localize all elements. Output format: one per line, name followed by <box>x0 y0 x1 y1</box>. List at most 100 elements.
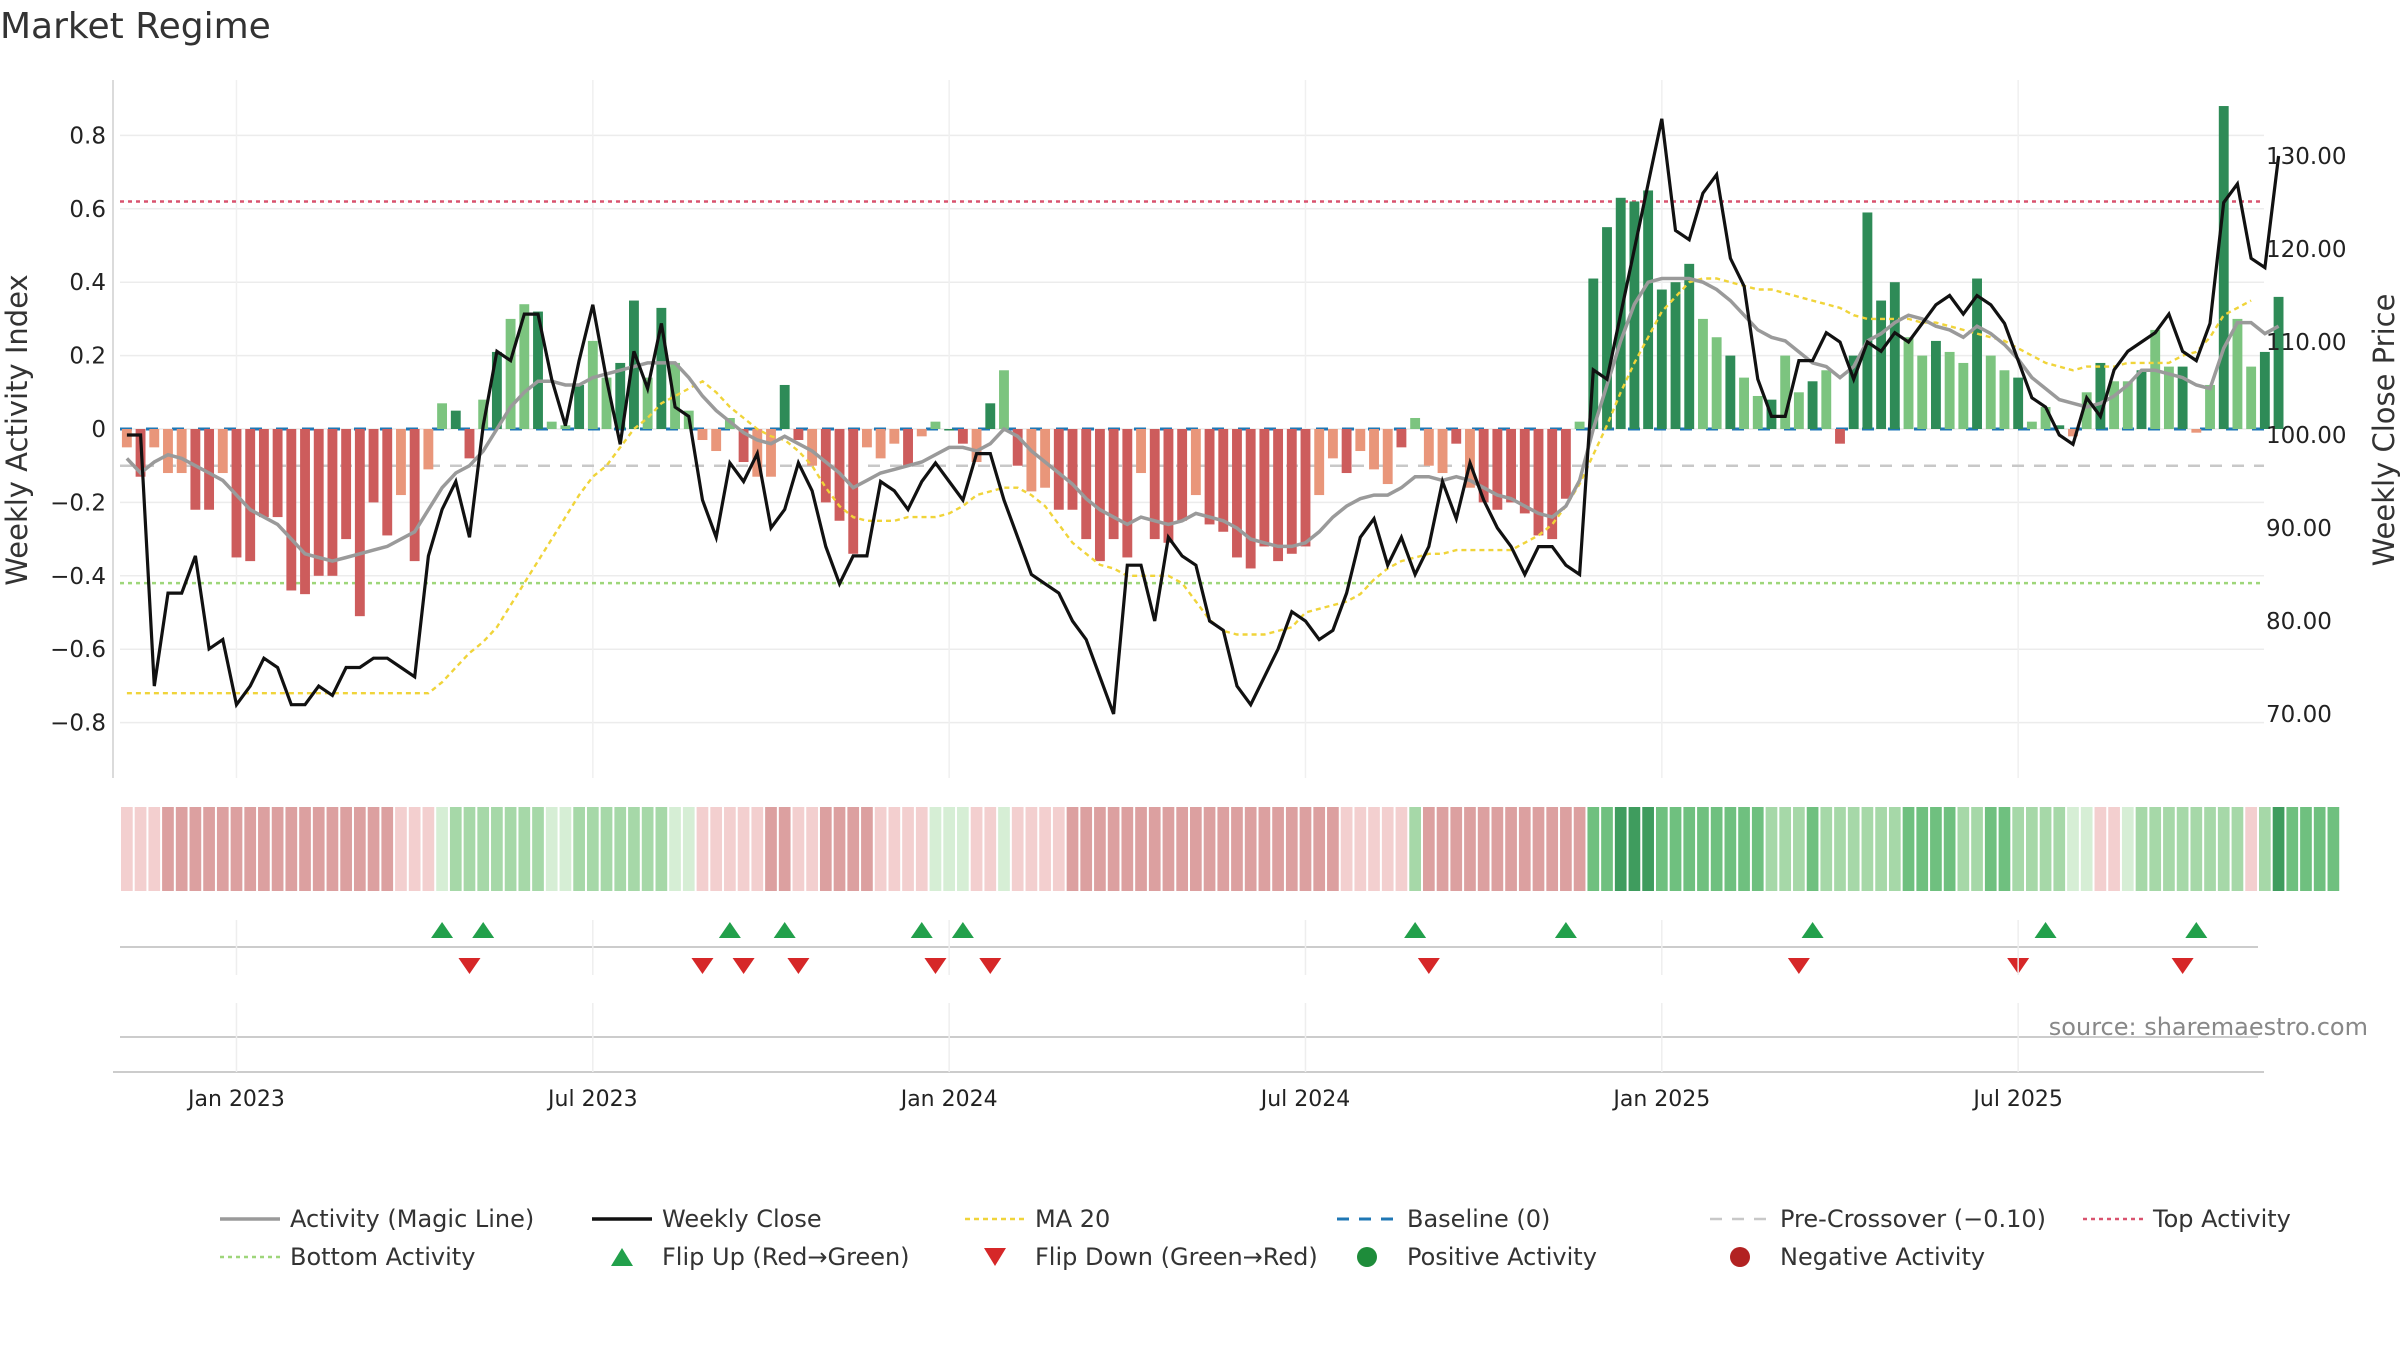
ribbon-cell <box>1998 807 2011 891</box>
legend-swatch <box>1730 1247 1750 1267</box>
ribbon-cell <box>1655 807 1668 891</box>
ribbon-cell <box>614 807 627 891</box>
legend-label: Weekly Close <box>662 1205 822 1233</box>
flip-down-marker <box>979 958 1002 974</box>
ribbon-cell <box>1505 807 1517 891</box>
activity-bar <box>670 362 680 429</box>
ribbon-cell <box>1313 807 1326 891</box>
activity-bar <box>2232 318 2243 429</box>
ribbon-cell <box>559 807 572 891</box>
ribbon-cell <box>861 807 873 891</box>
left-y-tick-label: 0.6 <box>69 197 106 223</box>
ribbon-cell <box>1039 807 1051 891</box>
ribbon-cell <box>449 807 462 891</box>
chart-title: Market Regime <box>0 6 271 47</box>
ribbon-cell <box>1943 807 1956 891</box>
activity-bar <box>957 429 968 444</box>
activity-bar <box>1314 429 1325 496</box>
activity-bar <box>1053 429 1064 510</box>
right-y-tick-label: 120.00 <box>2266 237 2346 263</box>
ribbon-cell <box>203 807 215 891</box>
ribbon-cell <box>874 807 887 891</box>
ribbon-cell <box>888 807 901 891</box>
activity-bar <box>779 384 790 429</box>
activity-bar <box>1958 362 1969 429</box>
ribbon-cell <box>1601 807 1613 891</box>
ribbon-cell <box>2327 807 2340 891</box>
activity-bar <box>1835 429 1845 444</box>
ribbon-cell <box>463 807 476 891</box>
activity-bar <box>1670 282 1681 429</box>
right-axis-title: Weekly Close Price <box>2367 294 2400 567</box>
legend-label: Positive Activity <box>1407 1243 1597 1271</box>
ribbon-cell <box>2286 807 2299 891</box>
ribbon-cell <box>1203 807 1216 891</box>
left-y-tick-label: −0.6 <box>50 637 106 663</box>
ribbon-cell <box>1464 807 1476 891</box>
activity-bar <box>861 429 872 448</box>
activity-bar <box>478 399 489 429</box>
ribbon-cell <box>696 807 709 891</box>
activity-bar <box>1259 429 1270 547</box>
activity-bar <box>711 429 722 452</box>
ribbon-cell <box>1368 807 1380 891</box>
activity-bar <box>656 307 667 429</box>
left-y-tick-label: 0.4 <box>69 270 106 296</box>
activity-bar <box>1355 429 1366 452</box>
ribbon-cell <box>2231 807 2244 891</box>
left-y-tick-label: −0.4 <box>50 564 106 590</box>
date-tick-label: Jul 2024 <box>1259 1087 1351 1112</box>
ribbon-cell <box>1217 807 1230 891</box>
bottom-empty-panel <box>113 1036 2264 1073</box>
regime-ribbon <box>121 807 2340 891</box>
ribbon-cell <box>1902 807 1915 891</box>
activity-bar <box>971 429 982 463</box>
ribbon-cell <box>943 807 956 891</box>
ribbon-cell <box>1628 807 1641 891</box>
ribbon-cell <box>1244 807 1257 891</box>
activity-bar <box>546 421 557 429</box>
activity-bar <box>999 370 1009 429</box>
flip-down-marker <box>691 958 714 974</box>
activity-bar <box>2163 366 2174 429</box>
activity-bar <box>642 377 653 429</box>
activity-bar <box>163 429 173 474</box>
activity-bar <box>368 429 379 503</box>
ribbon-cell <box>271 807 284 891</box>
right-y-tick-label: 100.00 <box>2266 423 2346 449</box>
ribbon-cell <box>1258 807 1271 891</box>
ribbon-cell <box>1285 807 1298 891</box>
ribbon-cell <box>1011 807 1024 891</box>
activity-bar <box>450 410 461 429</box>
ribbon-cell <box>1560 807 1572 891</box>
ribbon-cell <box>134 807 147 891</box>
right-y-tick-label: 90.00 <box>2266 516 2332 542</box>
ribbon-cell <box>2108 807 2120 891</box>
ribbon-cell <box>216 807 229 891</box>
ribbon-cell <box>915 807 928 891</box>
ribbon-cell <box>2300 807 2312 891</box>
flip-down-marker <box>2171 958 2194 974</box>
activity-bar <box>341 429 352 540</box>
ribbon-cell <box>655 807 668 891</box>
activity-bar <box>1602 227 1612 429</box>
activity-bar <box>697 429 708 441</box>
left-axis-title: Weekly Activity Index <box>0 274 34 585</box>
activity-bar <box>437 403 448 429</box>
activity-bar <box>560 425 571 429</box>
ribbon-cell <box>641 807 654 891</box>
activity-bar <box>1780 355 1791 429</box>
ribbon-cell <box>1806 807 1819 891</box>
ribbon-cell <box>408 807 421 891</box>
activity-bar <box>2246 366 2257 429</box>
activity-bar <box>916 429 927 437</box>
ribbon-cell <box>1614 807 1627 891</box>
activity-bar <box>286 429 297 591</box>
activity-bar <box>848 429 859 554</box>
ribbon-cell <box>299 807 311 891</box>
ribbon-cell <box>2176 807 2189 891</box>
reference-lines <box>120 200 2264 585</box>
activity-bar <box>2218 106 2229 429</box>
activity-bar <box>505 318 516 429</box>
activity-bar <box>1327 429 1338 459</box>
